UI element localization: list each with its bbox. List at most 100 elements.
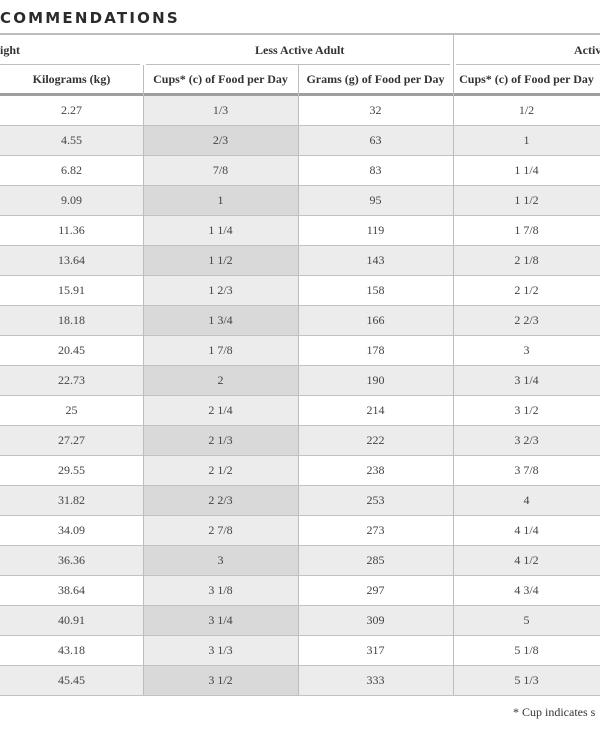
cell-cups-less-active: 2/3 [143, 126, 298, 155]
table-row: 4.55 2/3 63 1 [0, 126, 600, 156]
cell-cups-less-active: 2 7/8 [143, 516, 298, 545]
cell-cups-active: 4 1/2 [514, 553, 539, 567]
cell-grams-less-active: 333 [366, 673, 385, 687]
cell-cups-active: 1 7/8 [514, 223, 539, 237]
table-row: 9.09 1 95 1 1/2 [0, 186, 600, 216]
cell-grams-less-active: 190 [366, 373, 385, 387]
cell-cups-active: 1 [523, 133, 530, 147]
cell-cups-active: 1 1/2 [514, 193, 539, 207]
table-row: 27.27 2 1/3 222 3 2/3 [0, 426, 600, 456]
cell-grams-less-active: 63 [369, 133, 382, 147]
cell-grams-less-active: 214 [366, 403, 385, 417]
top-divider [0, 33, 600, 35]
cell-cups-less-active: 7/8 [143, 156, 298, 185]
table-row: 34.09 2 7/8 273 4 1/4 [0, 516, 600, 546]
group-label-active: Activ [574, 43, 600, 57]
cell-grams-less-active: 166 [366, 313, 385, 327]
table-row: 15.91 1 2/3 158 2 1/2 [0, 276, 600, 306]
cell-cups-less-active: 2 1/4 [143, 396, 298, 425]
cell-kilograms: 15.91 [58, 283, 85, 297]
cell-kilograms: 9.09 [61, 193, 82, 207]
cell-grams-less-active: 83 [369, 163, 382, 177]
cell-kilograms: 34.09 [58, 523, 85, 537]
column-header-grams-less-active: Grams (g) of Food per Day [306, 72, 445, 86]
cell-kilograms: 45.45 [58, 673, 85, 687]
cell-kilograms: 43.18 [58, 643, 85, 657]
cell-cups-less-active: 1 2/3 [143, 276, 298, 305]
cell-cups-active: 5 1/8 [514, 643, 539, 657]
cell-kilograms: 38.64 [58, 583, 85, 597]
cell-cups-less-active: 2 [143, 366, 298, 395]
table-row: 11.36 1 1/4 119 1 7/8 [0, 216, 600, 246]
group-divider-active [456, 64, 600, 65]
table-row: 36.36 3 285 4 1/2 [0, 546, 600, 576]
cell-kilograms: 36.36 [58, 553, 85, 567]
table-row: 40.91 3 1/4 309 5 [0, 606, 600, 636]
group-label-weight: ight [0, 43, 21, 57]
cell-kilograms: 11.36 [58, 223, 85, 237]
cell-cups-active: 4 3/4 [514, 583, 539, 597]
table-row: 25 2 1/4 214 3 1/2 [0, 396, 600, 426]
column-header-kilograms: Kilograms (kg) [32, 72, 111, 86]
cell-kilograms: 4.55 [61, 133, 82, 147]
group-divider-weight [0, 64, 140, 65]
group-divider-less-active [146, 64, 450, 65]
cell-grams-less-active: 309 [366, 613, 385, 627]
cell-cups-active: 3 7/8 [514, 463, 539, 477]
cell-cups-active: 3 1/4 [514, 373, 539, 387]
column-header-cups-less-active: Cups* (c) of Food per Day [153, 72, 288, 86]
cell-kilograms: 40.91 [58, 613, 85, 627]
column-separator [143, 65, 144, 695]
cell-cups-less-active: 3 1/8 [143, 576, 298, 605]
cell-kilograms: 25 [65, 403, 78, 417]
cell-kilograms: 22.73 [58, 373, 85, 387]
cell-grams-less-active: 285 [366, 553, 385, 567]
cell-cups-active: 2 1/2 [514, 283, 539, 297]
table-row: 22.73 2 190 3 1/4 [0, 366, 600, 396]
cell-kilograms: 27.27 [58, 433, 85, 447]
table-row: 43.18 3 1/3 317 5 1/8 [0, 636, 600, 666]
column-header-row: Kilograms (kg) Cups* (c) of Food per Day… [0, 65, 600, 93]
cell-cups-active: 4 1/4 [514, 523, 539, 537]
cell-kilograms: 18.18 [58, 313, 85, 327]
page-title: COMMENDATIONS [0, 9, 180, 27]
cell-cups-less-active: 1 1/2 [143, 246, 298, 275]
cell-cups-less-active: 2 2/3 [143, 486, 298, 515]
table-row: 13.64 1 1/2 143 2 1/8 [0, 246, 600, 276]
cell-cups-active: 1 1/4 [514, 163, 539, 177]
cell-cups-less-active: 2 1/2 [143, 456, 298, 485]
cell-cups-active: 3 1/2 [514, 403, 539, 417]
column-separator [453, 35, 454, 695]
column-group-header: ight Less Active Adult Activ [0, 35, 600, 65]
table-row: 45.45 3 1/2 333 5 1/3 [0, 666, 600, 696]
cell-grams-less-active: 222 [366, 433, 385, 447]
table-row: 6.82 7/8 83 1 1/4 [0, 156, 600, 186]
feeding-table-body: 2.27 1/3 32 1/2 4.55 2/3 63 1 6.82 7/8 83 1 1/4 9.09… [0, 96, 600, 696]
cell-cups-less-active: 3 1/2 [143, 666, 298, 695]
cell-grams-less-active: 158 [366, 283, 385, 297]
cell-grams-less-active: 297 [366, 583, 385, 597]
cell-kilograms: 20.45 [58, 343, 85, 357]
cell-kilograms: 31.82 [58, 493, 85, 507]
cell-kilograms: 29.55 [58, 463, 85, 477]
cell-cups-less-active: 1 1/4 [143, 216, 298, 245]
cell-cups-less-active: 2 1/3 [143, 426, 298, 455]
cell-cups-less-active: 1 [143, 186, 298, 215]
cell-cups-less-active: 3 1/4 [143, 606, 298, 635]
cell-cups-active: 3 2/3 [514, 433, 539, 447]
table-row: 29.55 2 1/2 238 3 7/8 [0, 456, 600, 486]
group-label-less-active-adult: Less Active Adult [255, 43, 345, 57]
cell-grams-less-active: 119 [366, 223, 385, 237]
cell-grams-less-active: 273 [366, 523, 385, 537]
header-divider [0, 93, 600, 96]
table-row: 18.18 1 3/4 166 2 2/3 [0, 306, 600, 336]
table-row: 2.27 1/3 32 1/2 [0, 96, 600, 126]
cell-grams-less-active: 143 [366, 253, 385, 267]
cell-cups-less-active: 3 [143, 546, 298, 575]
cell-grams-less-active: 95 [369, 193, 382, 207]
cell-cups-active: 4 [523, 493, 530, 507]
footnote: * Cup indicates s [513, 705, 596, 719]
cell-kilograms: 13.64 [58, 253, 85, 267]
table-row: 31.82 2 2/3 253 4 [0, 486, 600, 516]
cell-cups-less-active: 1/3 [143, 96, 298, 125]
